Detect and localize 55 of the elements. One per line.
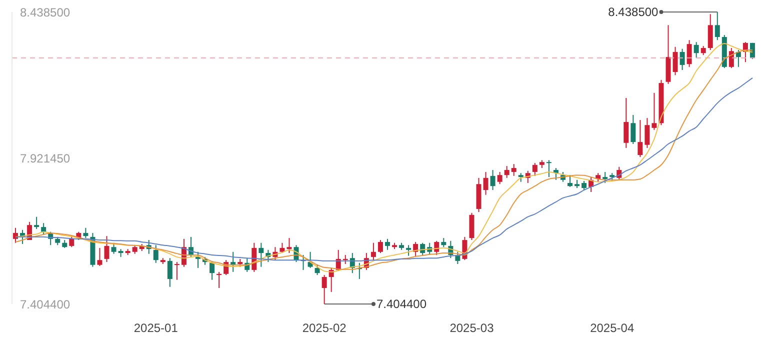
x-tick-label: 2025-02 bbox=[302, 321, 347, 335]
candlestick bbox=[104, 236, 110, 263]
candlestick bbox=[167, 258, 172, 288]
candlestick bbox=[714, 12, 720, 41]
candlestick bbox=[314, 264, 320, 276]
candlestick bbox=[434, 240, 440, 256]
candlestick bbox=[34, 216, 40, 230]
candlestick bbox=[630, 114, 636, 145]
candlestick bbox=[469, 212, 474, 241]
x-tick-label: 2025-04 bbox=[590, 321, 634, 335]
candlestick bbox=[624, 97, 629, 148]
candlestick bbox=[532, 162, 538, 176]
candlestick bbox=[672, 46, 678, 76]
y-tick-label: 8.438500 bbox=[20, 5, 70, 20]
candlestick bbox=[652, 92, 657, 130]
y-tick-label: 7.921450 bbox=[20, 151, 70, 166]
candlestick bbox=[286, 238, 292, 254]
candlestick bbox=[504, 166, 510, 178]
candlestick bbox=[69, 236, 74, 248]
candlestick bbox=[385, 238, 390, 250]
candlestick bbox=[210, 262, 215, 280]
candlestick bbox=[406, 244, 412, 256]
candlestick bbox=[153, 244, 158, 264]
candlestick bbox=[708, 14, 713, 50]
candlestick bbox=[546, 160, 552, 178]
x-tick-label: 2025-01 bbox=[134, 321, 178, 335]
candlestick bbox=[686, 40, 692, 68]
candlestick bbox=[441, 238, 446, 248]
candlestick bbox=[258, 242, 264, 268]
candlestick bbox=[497, 171, 502, 185]
candlestick bbox=[370, 242, 376, 261]
candlestick bbox=[680, 48, 685, 71]
candlestick bbox=[174, 262, 180, 280]
annotation: 8.438500 bbox=[608, 5, 659, 19]
annotation: 7.404400 bbox=[376, 297, 427, 311]
candlestick bbox=[511, 164, 516, 176]
x-tick-label: 2025-03 bbox=[450, 321, 494, 335]
candlestick bbox=[97, 247, 102, 266]
y-tick-label: 7.404400 bbox=[20, 297, 70, 312]
candlestick bbox=[602, 171, 608, 184]
candlestick bbox=[728, 48, 734, 69]
candlestick bbox=[694, 42, 699, 58]
candlestick bbox=[83, 227, 88, 239]
candlestick bbox=[483, 171, 488, 196]
candlestick bbox=[638, 120, 643, 158]
candlestick bbox=[13, 227, 18, 244]
candlestick bbox=[41, 222, 46, 236]
candlestick bbox=[490, 169, 496, 191]
candlestick bbox=[644, 118, 650, 148]
candlestick bbox=[378, 240, 383, 254]
candlestick bbox=[322, 274, 327, 304]
candlestick bbox=[582, 180, 587, 191]
candlestick bbox=[700, 46, 706, 56]
candlestick bbox=[567, 174, 572, 188]
candlestick bbox=[195, 251, 200, 268]
